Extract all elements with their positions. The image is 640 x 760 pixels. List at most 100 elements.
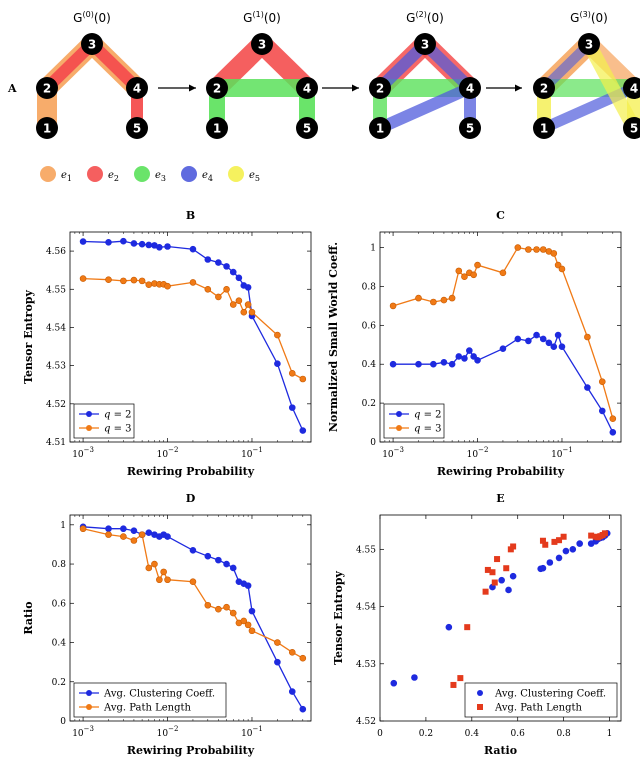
y-tick-label: 1 — [370, 244, 376, 254]
node-5 — [296, 117, 318, 139]
y-tick-label: 0.2 — [362, 399, 376, 409]
node-label: 4 — [133, 82, 141, 96]
data-point — [105, 531, 112, 538]
chart-e-scatter: E 0 0.2 0.4 0.6 0.8 1 4.52 4.53 4.54 4.55 Ratio Tens… — [332, 492, 622, 757]
data-point — [389, 302, 397, 310]
data-point — [584, 384, 591, 391]
series-0 — [390, 530, 611, 687]
node-2 — [369, 77, 391, 99]
data-point — [189, 547, 197, 554]
node-5 — [126, 117, 148, 139]
series-line — [393, 333, 614, 433]
node-5 — [459, 117, 481, 139]
data-point — [189, 578, 197, 586]
chart-b-tensor-entropy: B 10−3 10−2 10−1 4.51 4.52 4.53 4.54 4.55 4.56 Rew… — [22, 209, 312, 478]
plot-frame — [379, 514, 622, 722]
data-point — [164, 576, 171, 584]
data-point — [415, 360, 422, 368]
hyperedge-e5 — [582, 40, 640, 132]
data-point — [274, 639, 281, 646]
data-point — [145, 241, 153, 249]
legend-marker — [477, 690, 483, 696]
legend-box — [383, 403, 445, 439]
x-tick-label: 0.2 — [419, 729, 433, 739]
data-point — [464, 624, 471, 631]
data-point — [609, 428, 617, 436]
node-label: 1 — [43, 122, 51, 136]
x-tick-label: 10−1 — [241, 446, 263, 460]
legend-box — [73, 682, 227, 718]
legend-swatch — [181, 166, 197, 182]
data-point — [455, 267, 463, 275]
data-point — [235, 297, 243, 305]
data-point — [525, 337, 532, 345]
panel-a-label: A — [7, 82, 17, 95]
data-point — [558, 265, 566, 273]
y-tick-label: 4.51 — [46, 438, 66, 448]
node-2 — [206, 77, 228, 99]
data-point — [130, 527, 138, 534]
data-point — [491, 579, 498, 586]
data-point — [440, 296, 448, 304]
edge-legend: e1 e2 e3 e4 e5 — [40, 166, 260, 183]
data-point — [274, 331, 281, 339]
data-point — [503, 565, 510, 572]
data-point — [288, 688, 296, 695]
data-point — [455, 353, 463, 360]
node-2 — [533, 77, 555, 99]
plot-frame — [69, 231, 312, 443]
data-point — [223, 603, 230, 611]
data-point — [546, 559, 554, 566]
graph-title: G(3)(0) — [570, 10, 608, 25]
x-tick-label: 10−1 — [241, 725, 263, 739]
chart-title: C — [496, 209, 505, 222]
data-point — [550, 250, 558, 257]
node-label: 5 — [133, 122, 141, 136]
y-tick-label: 0.4 — [362, 360, 377, 370]
graph-3: 1 2 3 4 5 G(3)(0) — [533, 10, 640, 139]
data-point — [299, 427, 307, 434]
data-point — [551, 538, 558, 545]
data-point — [145, 281, 153, 288]
node-1 — [206, 117, 228, 139]
legend-box — [464, 682, 618, 718]
data-point — [105, 525, 112, 533]
data-point — [244, 582, 252, 589]
legend-marker — [396, 425, 402, 431]
node-1 — [36, 117, 58, 139]
series-line — [82, 528, 304, 659]
data-point — [229, 564, 237, 572]
y-tick-label: 0.4 — [52, 639, 67, 649]
legend-label: e3 — [155, 170, 166, 183]
data-point — [499, 345, 507, 352]
node-label: 3 — [421, 38, 429, 52]
data-point — [542, 541, 549, 548]
node-4 — [459, 77, 481, 99]
node-label: 4 — [630, 82, 638, 96]
node-label: 1 — [376, 122, 384, 136]
data-point — [489, 569, 496, 576]
y-tick-label: 0.6 — [362, 321, 377, 331]
graph-0: 1 2 3 4 5 G(0)(0) — [36, 10, 148, 139]
data-point — [505, 586, 512, 594]
legend: q = 2 q = 3 — [73, 403, 135, 439]
data-point — [223, 285, 230, 293]
data-point — [138, 277, 146, 285]
data-point — [223, 263, 230, 270]
data-point — [450, 681, 457, 688]
data-point — [457, 675, 464, 682]
data-point — [539, 564, 547, 572]
node-3 — [251, 33, 273, 55]
data-point — [145, 529, 153, 536]
y-tick-label: 0 — [370, 438, 376, 448]
legend-label: Avg. Clustering Coeff. — [494, 689, 606, 700]
x-tick-label: 10−1 — [551, 446, 573, 460]
y-tick-label: 1 — [60, 521, 66, 531]
legend-swatch — [134, 166, 150, 182]
data-point — [229, 301, 237, 308]
data-point — [609, 415, 617, 422]
node-3 — [578, 33, 600, 55]
arrow-head — [352, 84, 359, 92]
y-axis-label: Tensor Entropy — [22, 290, 35, 384]
data-point — [215, 605, 222, 613]
